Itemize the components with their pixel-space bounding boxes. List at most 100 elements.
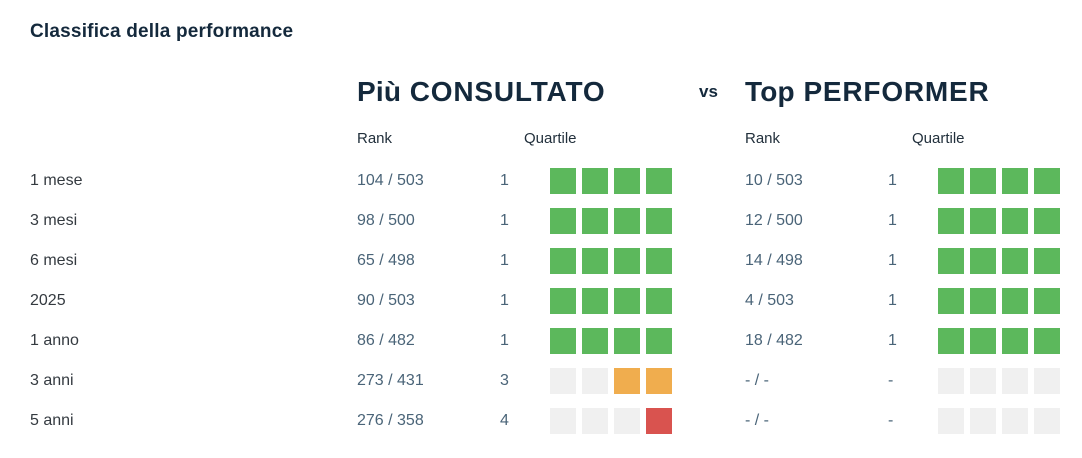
consultato-quartile-number: 1: [500, 172, 509, 189]
quartile-square-green: [550, 328, 576, 354]
quartile-square-green: [646, 288, 672, 314]
consultato-quartile-number: 3: [500, 372, 509, 389]
consultato-rank: 65 / 498: [357, 252, 415, 269]
quartile-square-empty: [1002, 368, 1028, 394]
quartile-square-green: [938, 328, 964, 354]
quartile-square-empty: [550, 408, 576, 434]
consultato-quartile-squares: [550, 168, 672, 194]
consultato-rank-header: Rank: [357, 130, 393, 147]
performer-rank: 4 / 503: [745, 292, 794, 309]
performer-quartile-squares: [938, 248, 1060, 274]
quartile-square-green: [550, 208, 576, 234]
performer-rank: - / -: [745, 412, 769, 429]
quartile-square-green: [582, 168, 608, 194]
period-label: 5 anni: [30, 412, 74, 429]
consultato-quartile-squares: [550, 368, 672, 394]
performer-rank: - / -: [745, 372, 769, 389]
performer-quartile-squares: [938, 288, 1060, 314]
performer-quartile-squares: [938, 328, 1060, 354]
vs-label: vs: [699, 82, 718, 101]
quartile-square-green: [646, 168, 672, 194]
quartile-square-empty: [550, 368, 576, 394]
performer-quartile-squares: [938, 168, 1060, 194]
quartile-square-green: [970, 208, 996, 234]
performer-quartile-number: 1: [888, 332, 897, 349]
left-section-title-emphasis: Più: [357, 76, 402, 107]
quartile-square-green: [646, 208, 672, 234]
quartile-square-green: [614, 248, 640, 274]
performer-rank: 18 / 482: [745, 332, 803, 349]
performer-quartile-squares: [938, 368, 1060, 394]
performer-rank: 12 / 500: [745, 212, 803, 229]
performer-quartile-squares: [938, 208, 1060, 234]
quartile-square-green: [582, 208, 608, 234]
consultato-rank: 90 / 503: [357, 292, 415, 309]
quartile-square-green: [1002, 248, 1028, 274]
page-title: Classifica della performance: [30, 21, 294, 42]
column-headers: Rank Quartile Rank Quartile: [30, 129, 1082, 148]
quartile-square-green: [938, 208, 964, 234]
quartile-square-green: [1034, 168, 1060, 194]
consultato-rank: 276 / 358: [357, 412, 424, 429]
quartile-square-green: [970, 248, 996, 274]
consultato-quartile-number: 1: [500, 332, 509, 349]
performer-quartile-number: -: [888, 372, 894, 389]
table-row: 3 anni 273 / 431 3 - / - -: [30, 361, 1082, 401]
consultato-quartile-squares: [550, 248, 672, 274]
quartile-square-green: [550, 288, 576, 314]
right-section-title-rest: PERFORMER: [803, 76, 990, 107]
performer-quartile-header: Quartile: [912, 130, 965, 147]
quartile-square-empty: [1034, 368, 1060, 394]
quartile-square-green: [1002, 208, 1028, 234]
quartile-square-red: [646, 408, 672, 434]
right-section-title-emphasis: Top: [745, 76, 795, 107]
consultato-quartile-squares: [550, 208, 672, 234]
table-row: 6 mesi 65 / 498 1 14 / 498 1: [30, 241, 1082, 281]
quartile-square-empty: [938, 368, 964, 394]
quartile-square-empty: [970, 408, 996, 434]
consultato-quartile-squares: [550, 328, 672, 354]
quartile-square-empty: [1002, 408, 1028, 434]
quartile-square-green: [614, 328, 640, 354]
performer-quartile-number: 1: [888, 292, 897, 309]
quartile-square-green: [938, 248, 964, 274]
performer-quartile-number: 1: [888, 212, 897, 229]
consultato-quartile-header: Quartile: [524, 130, 577, 147]
quartile-square-green: [970, 288, 996, 314]
period-label: 2025: [30, 292, 66, 309]
table-row: 3 mesi 98 / 500 1 12 / 500 1: [30, 201, 1082, 241]
quartile-square-empty: [582, 368, 608, 394]
period-label: 3 mesi: [30, 212, 78, 229]
quartile-square-green: [1034, 208, 1060, 234]
consultato-rank: 104 / 503: [357, 172, 424, 189]
consultato-quartile-squares: [550, 408, 672, 434]
performer-quartile-squares: [938, 408, 1060, 434]
consultato-quartile-number: 1: [500, 212, 509, 229]
quartile-square-green: [582, 328, 608, 354]
quartile-square-green: [1002, 328, 1028, 354]
quartile-square-green: [1002, 288, 1028, 314]
performer-rank: 10 / 503: [745, 172, 803, 189]
period-label: 6 mesi: [30, 252, 78, 269]
quartile-square-green: [582, 288, 608, 314]
performer-rank: 14 / 498: [745, 252, 803, 269]
quartile-square-green: [938, 168, 964, 194]
quartile-square-green: [938, 288, 964, 314]
quartile-square-green: [550, 168, 576, 194]
consultato-rank: 86 / 482: [357, 332, 415, 349]
performer-quartile-number: 1: [888, 252, 897, 269]
quartile-square-empty: [614, 408, 640, 434]
quartile-square-empty: [938, 408, 964, 434]
consultato-quartile-number: 4: [500, 412, 509, 429]
consultato-rank: 98 / 500: [357, 212, 415, 229]
quartile-square-green: [1034, 288, 1060, 314]
left-section-title-rest: CONSULTATO: [409, 76, 606, 107]
performer-quartile-number: -: [888, 412, 894, 429]
period-label: 1 anno: [30, 332, 79, 349]
consultato-quartile-number: 1: [500, 292, 509, 309]
consultato-quartile-squares: [550, 288, 672, 314]
quartile-square-orange: [646, 368, 672, 394]
quartile-square-green: [1034, 248, 1060, 274]
period-label: 1 mese: [30, 172, 83, 189]
